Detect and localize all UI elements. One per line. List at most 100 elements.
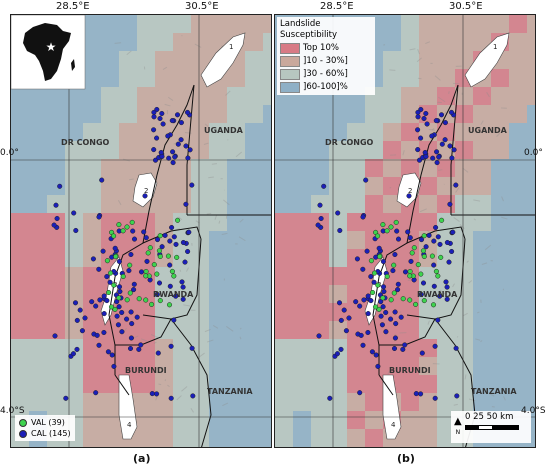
cal-point [144,258,150,264]
points-b [315,106,460,401]
country-border [186,84,195,215]
grid-cell [227,213,245,231]
cal-point [418,135,424,141]
africa-shape [23,23,71,81]
grid-cell [191,141,209,159]
cal-point [360,214,366,220]
grid-cell [137,33,155,51]
grid-cell [263,393,271,411]
grid-cell [527,105,535,123]
grid-cell [209,321,227,339]
grid-cell [209,303,227,321]
cal-point [54,215,60,222]
cal-label: CAL (145) [31,429,71,438]
cal-point [99,177,105,183]
grid-cell [329,357,347,375]
grid-cell [227,249,245,267]
grid-cell [29,141,47,159]
grid-cell [29,231,47,249]
cal-point [434,149,440,155]
grid-cell [209,87,227,105]
val-point [407,273,413,279]
lake-shape [396,172,422,208]
val-point [384,273,390,280]
grid-cell [365,375,383,393]
grid-cell [209,105,227,123]
cal-point [134,314,140,320]
cal-point [79,328,85,334]
grid-cell [155,195,173,213]
grid-cell [245,15,263,33]
cal-point [346,315,352,321]
grid-cell [263,375,271,393]
grid-cell [437,357,455,375]
grid-cell [137,141,155,159]
grid-cell [275,411,293,429]
lake-number-label: 2 [144,187,148,195]
legend-swatch [280,82,300,93]
grid-cell [509,447,527,448]
grid-cell [437,123,455,141]
hillshade-stroke [468,280,473,284]
country-border [378,374,394,396]
cal-point [131,281,137,287]
tick-lon-b-left: 28.5°E [320,1,354,12]
grid-cell [263,177,271,195]
grid-cell [173,393,191,411]
cal-point [432,395,438,401]
val-point [127,262,133,268]
country-label-burundi: BURUNDI [125,366,167,375]
val-point [108,304,115,310]
hillshade-stroke [399,311,402,314]
legend-item: ]10 - 30%] [280,56,372,67]
cal-point [415,114,421,120]
cal-point [159,110,165,117]
val-point [143,268,149,275]
hillshade-stroke [464,374,467,380]
grid-cell [473,249,491,267]
cal-point [51,222,57,228]
hillshade-stroke [501,216,508,220]
cal-point [168,395,174,401]
grid-cell [491,231,509,249]
cal-point [180,296,186,302]
val-point [391,262,397,268]
hillshade-stroke [468,398,476,402]
grid-cell [437,33,455,51]
grid-cell [119,159,137,177]
cal-point [431,283,437,289]
cal-point [158,149,164,156]
grid-cell [263,267,271,285]
grid-cell [245,231,263,249]
hillshade-stroke [453,403,458,406]
cal-point [180,239,186,246]
cal-point [434,160,440,166]
grid-cell [365,429,383,447]
cal-point [127,345,134,352]
country-border [114,374,130,396]
cal-point [398,314,404,320]
grid-cell [191,231,209,249]
cal-point [57,183,63,189]
cal-point [444,296,450,302]
val-point [157,298,163,304]
val-point [409,250,415,256]
val-point [111,282,117,288]
grid-cell [293,195,311,213]
grid-cell [275,213,293,231]
val-point [175,217,181,223]
grid-cell [155,411,173,429]
hillshade-stroke [428,129,436,131]
grid-cell [83,177,101,195]
grid-cell [473,177,491,195]
cal-point [141,229,147,235]
grid-cell [191,285,209,303]
grid-cell [401,411,419,429]
val-point [371,270,378,276]
grid-cell [455,105,473,123]
grid-cell [455,15,473,33]
grid-cell [329,339,347,357]
grid-cell [365,411,383,429]
grid-cell [209,141,227,159]
cal-point [154,135,160,141]
